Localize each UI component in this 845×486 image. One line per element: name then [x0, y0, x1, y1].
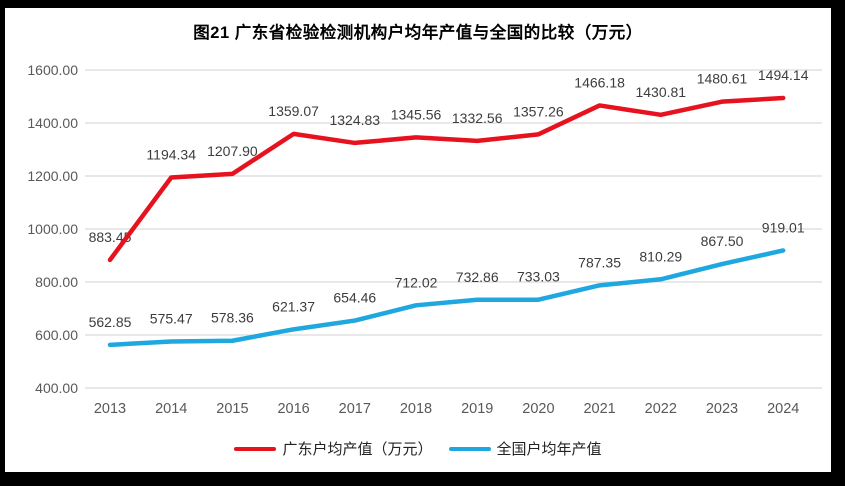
chart-canvas: 图21 广东省检验检测机构户均年产值与全国的比较（万元） 广东户均产值（万元） … [5, 8, 831, 472]
chart-title: 图21 广东省检验检测机构户均年产值与全国的比较（万元） [193, 24, 643, 42]
legend-label-national: 全国户均年产值 [496, 441, 602, 458]
guangdong-series-swatch [234, 446, 277, 451]
legend-item-guangdong: 广东户均产值（万元） [234, 438, 433, 459]
legend-label-guangdong: 广东户均产值（万元） [282, 441, 433, 458]
national-series-swatch [448, 446, 491, 451]
legend-item-national: 全国户均年产值 [448, 438, 602, 459]
chart-legend: 广东户均产值（万元） 全国户均年产值 [5, 438, 831, 459]
